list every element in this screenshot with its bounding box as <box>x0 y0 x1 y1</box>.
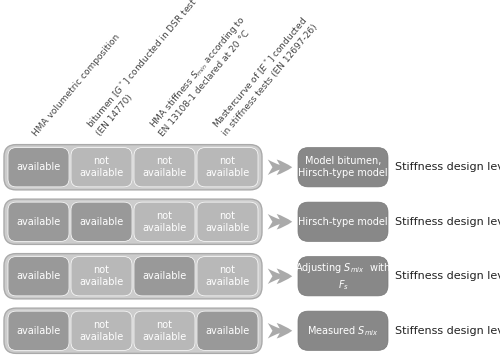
FancyBboxPatch shape <box>4 308 262 353</box>
Text: available: available <box>80 217 124 227</box>
Text: not
available: not available <box>206 210 250 233</box>
Text: not
available: not available <box>80 265 124 288</box>
Text: available: available <box>16 217 60 227</box>
Text: Mastercurve of [$E^*$] conducted
in stiffness tests (EN 12697-26): Mastercurve of [$E^*$] conducted in stif… <box>210 13 319 138</box>
Text: HMA volumetric composition: HMA volumetric composition <box>32 32 122 138</box>
Text: not
available: not available <box>142 320 186 342</box>
FancyBboxPatch shape <box>71 148 132 187</box>
Text: Stiffenss design level 4: Stiffenss design level 4 <box>395 326 500 336</box>
FancyBboxPatch shape <box>8 148 69 187</box>
FancyBboxPatch shape <box>71 257 132 296</box>
Text: available: available <box>16 271 60 281</box>
FancyBboxPatch shape <box>298 311 388 351</box>
Text: Measured $S_{mix}$: Measured $S_{mix}$ <box>307 324 379 338</box>
Text: Stiffness design level 1: Stiffness design level 1 <box>395 162 500 172</box>
Text: Hirsch-type model: Hirsch-type model <box>298 217 388 227</box>
Text: not
available: not available <box>142 156 186 178</box>
FancyBboxPatch shape <box>197 202 258 241</box>
FancyBboxPatch shape <box>197 311 258 351</box>
Text: available: available <box>206 326 250 336</box>
FancyBboxPatch shape <box>134 202 195 241</box>
FancyBboxPatch shape <box>197 257 258 296</box>
Text: not
available: not available <box>206 265 250 288</box>
FancyBboxPatch shape <box>298 202 388 241</box>
Text: not
available: not available <box>142 210 186 233</box>
Text: bitumen [$G^*$] conducted in DSR test
(EN 14770): bitumen [$G^*$] conducted in DSR test (E… <box>84 0 208 138</box>
FancyBboxPatch shape <box>4 145 262 190</box>
FancyBboxPatch shape <box>197 148 258 187</box>
FancyBboxPatch shape <box>8 257 69 296</box>
FancyBboxPatch shape <box>4 199 262 244</box>
FancyBboxPatch shape <box>8 311 69 351</box>
FancyBboxPatch shape <box>71 202 132 241</box>
FancyBboxPatch shape <box>4 254 262 299</box>
Text: not
available: not available <box>80 156 124 178</box>
Text: not
available: not available <box>80 320 124 342</box>
Text: Model bitumen,
Hirsch-type model: Model bitumen, Hirsch-type model <box>298 156 388 178</box>
Text: available: available <box>16 326 60 336</box>
FancyBboxPatch shape <box>134 311 195 351</box>
FancyBboxPatch shape <box>71 311 132 351</box>
Text: not
available: not available <box>206 156 250 178</box>
FancyBboxPatch shape <box>298 257 388 296</box>
Text: Stiffness design level 2: Stiffness design level 2 <box>395 217 500 227</box>
FancyBboxPatch shape <box>134 148 195 187</box>
FancyBboxPatch shape <box>134 257 195 296</box>
FancyBboxPatch shape <box>298 148 388 187</box>
Text: Adjusting $S_{mix}$  with
$F_s$: Adjusting $S_{mix}$ with $F_s$ <box>295 261 391 292</box>
FancyBboxPatch shape <box>8 202 69 241</box>
Text: available: available <box>142 271 186 281</box>
Text: Stiffness design level 3: Stiffness design level 3 <box>395 271 500 281</box>
Text: HMA stiffness $S_{min}$ according to
EN 13108-1 declared at 20 °C: HMA stiffness $S_{min}$ according to EN … <box>146 14 256 138</box>
Text: available: available <box>16 162 60 172</box>
